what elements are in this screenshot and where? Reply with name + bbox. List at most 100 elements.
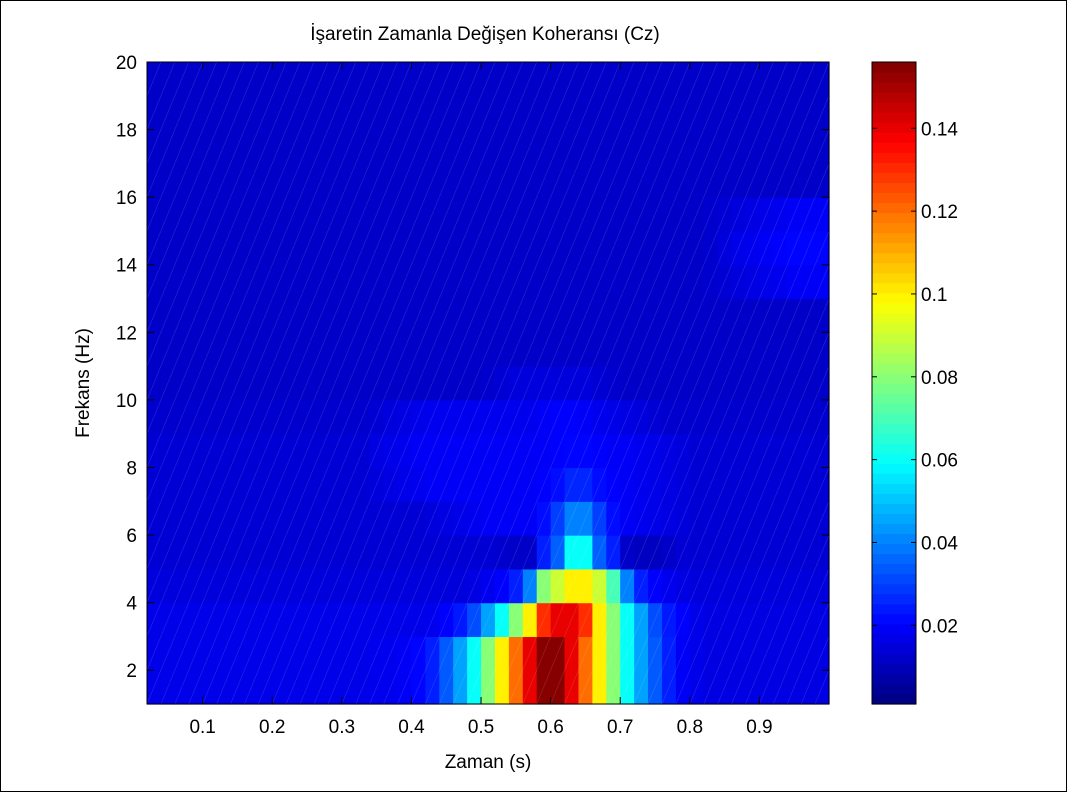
heatmap-cell — [230, 95, 246, 131]
cell-facet-line — [564, 230, 579, 265]
heatmap-cell — [230, 568, 246, 604]
cell-facet-line — [717, 129, 732, 164]
cell-facet-line — [174, 636, 190, 671]
heatmap-cell — [703, 602, 719, 638]
cell-facet-line — [216, 568, 231, 603]
heatmap-cell — [272, 568, 287, 604]
heatmap-cell — [717, 467, 733, 502]
cell-facet-line — [522, 264, 538, 299]
heatmap-cell — [439, 602, 454, 638]
cell-facet-line — [536, 298, 551, 333]
heatmap-cell — [801, 62, 816, 97]
heatmap-cell — [773, 298, 788, 333]
heatmap-cell — [327, 197, 343, 232]
heatmap-cell — [369, 366, 385, 401]
heatmap-cell — [787, 636, 802, 671]
heatmap-cell — [634, 602, 649, 638]
cell-facet-line — [452, 264, 468, 299]
heatmap-cell — [341, 535, 357, 570]
cell-facet-line — [146, 365, 162, 401]
heatmap-cell — [341, 501, 357, 536]
heatmap-cell — [731, 197, 747, 232]
heatmap-cell — [592, 467, 607, 502]
heatmap-cell — [620, 568, 635, 604]
heatmap-cell — [383, 129, 399, 164]
cell-facet-line — [341, 399, 357, 434]
cell-facet-line — [592, 534, 607, 569]
cell-facet-line — [689, 534, 705, 569]
heatmap-cell — [341, 298, 357, 333]
heatmap-cell — [648, 433, 663, 469]
cell-facet-line — [271, 163, 287, 198]
heatmap-cell — [272, 197, 287, 232]
heatmap-cell — [592, 163, 607, 198]
cell-facet-line — [550, 636, 565, 671]
heatmap-cell — [773, 62, 788, 97]
heatmap-cell — [425, 298, 440, 333]
heatmap-cell — [230, 399, 246, 435]
heatmap-cell — [411, 264, 426, 300]
cell-facet-line — [731, 95, 746, 130]
heatmap-cell — [731, 467, 747, 502]
colorbar-segment — [872, 653, 916, 665]
cell-facet-line — [536, 399, 551, 434]
heatmap-cell — [341, 399, 357, 435]
cell-facet-line — [285, 602, 301, 637]
cell-facet-line — [438, 230, 454, 265]
cell-facet-line — [244, 264, 259, 299]
heatmap-cell — [244, 501, 259, 536]
cell-facet-line — [494, 95, 510, 130]
heatmap-cell — [425, 163, 440, 198]
cell-facet-line — [745, 501, 760, 536]
cell-facet-line — [717, 163, 732, 198]
cell-facet-line — [592, 602, 607, 637]
heatmap-cell — [202, 636, 218, 671]
cell-facet-line — [536, 61, 551, 96]
heatmap-cell — [216, 535, 232, 570]
y-tick-label: 8 — [126, 458, 137, 479]
heatmap-cell — [327, 670, 343, 705]
cell-facet-line — [592, 264, 607, 299]
heatmap-cell — [202, 501, 218, 536]
heatmap-cell — [397, 501, 413, 536]
heatmap-cell — [174, 197, 190, 232]
cell-facet-line — [397, 467, 412, 502]
cell-facet-line — [299, 298, 315, 333]
heatmap-cell — [731, 535, 747, 570]
cell-facet-line — [188, 95, 204, 130]
cell-facet-line — [425, 636, 440, 671]
heatmap-cell — [634, 197, 649, 232]
cell-facet-line — [438, 636, 454, 671]
cell-facet-line — [633, 95, 649, 130]
colorbar-segment — [872, 423, 916, 434]
heatmap-cell — [815, 636, 830, 671]
colorbar-segment — [872, 222, 916, 234]
cell-facet-line — [508, 433, 524, 468]
heatmap-cell — [467, 264, 482, 300]
cell-facet-line — [188, 636, 204, 671]
heatmap-cell — [355, 366, 371, 401]
heatmap-cell — [661, 568, 677, 604]
cell-facet-line — [397, 501, 412, 536]
heatmap-cell — [801, 95, 816, 131]
heatmap-cell — [578, 670, 593, 705]
x-tick-label: 0.8 — [677, 717, 703, 738]
heatmap-cell — [202, 230, 218, 266]
heatmap-cell — [745, 264, 761, 300]
heatmap-cell — [327, 433, 343, 469]
heatmap-cell — [160, 535, 176, 570]
cell-facet-line — [717, 298, 732, 333]
heatmap-cell — [522, 535, 538, 570]
cell-facet-line — [480, 197, 496, 232]
cell-facet-line — [592, 568, 607, 603]
cell-facet-line — [425, 602, 440, 637]
cell-facet-line — [202, 332, 217, 367]
cell-facet-line — [411, 129, 426, 164]
cell-facet-line — [425, 264, 440, 299]
heatmap-cell — [453, 467, 468, 502]
cell-facet-line — [508, 568, 524, 603]
heatmap-cell — [606, 264, 621, 300]
heatmap-cell — [341, 366, 357, 401]
heatmap-cell — [174, 399, 190, 435]
cell-facet-line — [786, 636, 802, 671]
